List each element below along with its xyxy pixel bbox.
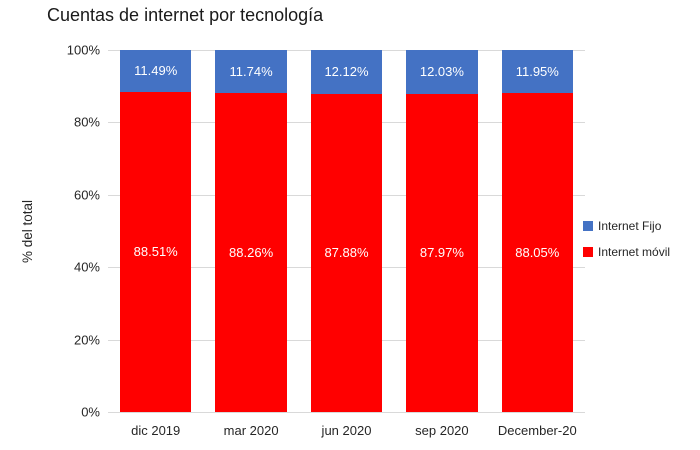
- gridline: [108, 412, 585, 413]
- legend-label: Internet móvil: [598, 245, 671, 259]
- bar-segment-internet-fijo: 12.12%: [310, 50, 383, 94]
- legend-swatch-icon: [583, 247, 593, 257]
- x-tick-label: jun 2020: [321, 423, 372, 438]
- data-label: 12.12%: [324, 64, 369, 80]
- bar-segment-internet-movil: 87.88%: [310, 93, 383, 412]
- plot-area: 88.51% 11.49% 88.26% 11.74% 87.88% 12.12% 87.9…: [108, 50, 585, 413]
- y-tick-label: 80%: [73, 114, 100, 130]
- bar-segment-internet-fijo: 12.03%: [406, 50, 478, 94]
- data-label: 87.97%: [419, 245, 464, 261]
- y-tick-label: 60%: [73, 187, 100, 203]
- y-tick-label: 100%: [66, 42, 100, 58]
- bar-segment-internet-movil: 88.51%: [119, 91, 192, 412]
- x-tick-label: December-20: [497, 423, 577, 438]
- bar-segment-internet-movil: 88.26%: [215, 92, 287, 412]
- chart-title: Cuentas de internet por tecnología: [47, 5, 324, 25]
- legend: Internet Fijo Internet móvil: [583, 219, 670, 271]
- x-tick-label: mar 2020: [223, 423, 279, 438]
- y-tick-label: 20%: [73, 332, 100, 348]
- y-tick-label: 0%: [81, 404, 100, 420]
- bar-segment-internet-movil: 87.97%: [406, 93, 478, 412]
- x-tick-label: sep 2020: [415, 423, 469, 438]
- x-tick-label: dic 2019: [131, 423, 181, 438]
- bar-mar-2020: 88.26% 11.74%: [215, 50, 287, 412]
- legend-label: Internet Fijo: [598, 219, 662, 233]
- data-label: 11.95%: [515, 64, 559, 80]
- bar-segment-internet-movil: 88.05%: [501, 93, 574, 412]
- data-label: 87.88%: [324, 245, 369, 261]
- data-label: 88.05%: [515, 245, 560, 261]
- data-label: 88.26%: [229, 244, 274, 260]
- data-label: 11.49%: [134, 63, 178, 79]
- data-label: 88.51%: [133, 244, 178, 260]
- legend-item: Internet móvil: [583, 245, 670, 259]
- legend-item: Internet Fijo: [583, 219, 670, 233]
- bar-segment-internet-fijo: 11.74%: [215, 50, 287, 93]
- data-label: 11.74%: [229, 63, 273, 79]
- bar-december-20: 88.05% 11.95%: [501, 50, 574, 412]
- bar-dic-2019: 88.51% 11.49%: [119, 50, 192, 412]
- y-tick-label: 40%: [73, 259, 100, 275]
- data-label: 12.03%: [419, 64, 464, 80]
- bar-sep-2020: 87.97% 12.03%: [406, 50, 478, 412]
- bar-jun-2020: 87.88% 12.12%: [310, 50, 383, 412]
- bar-segment-internet-fijo: 11.95%: [501, 50, 574, 94]
- y-axis-tick-labels: 0% 20% 40% 60% 80% 100%: [0, 43, 100, 420]
- legend-swatch-icon: [583, 221, 593, 231]
- bar-segment-internet-fijo: 11.49%: [119, 50, 192, 92]
